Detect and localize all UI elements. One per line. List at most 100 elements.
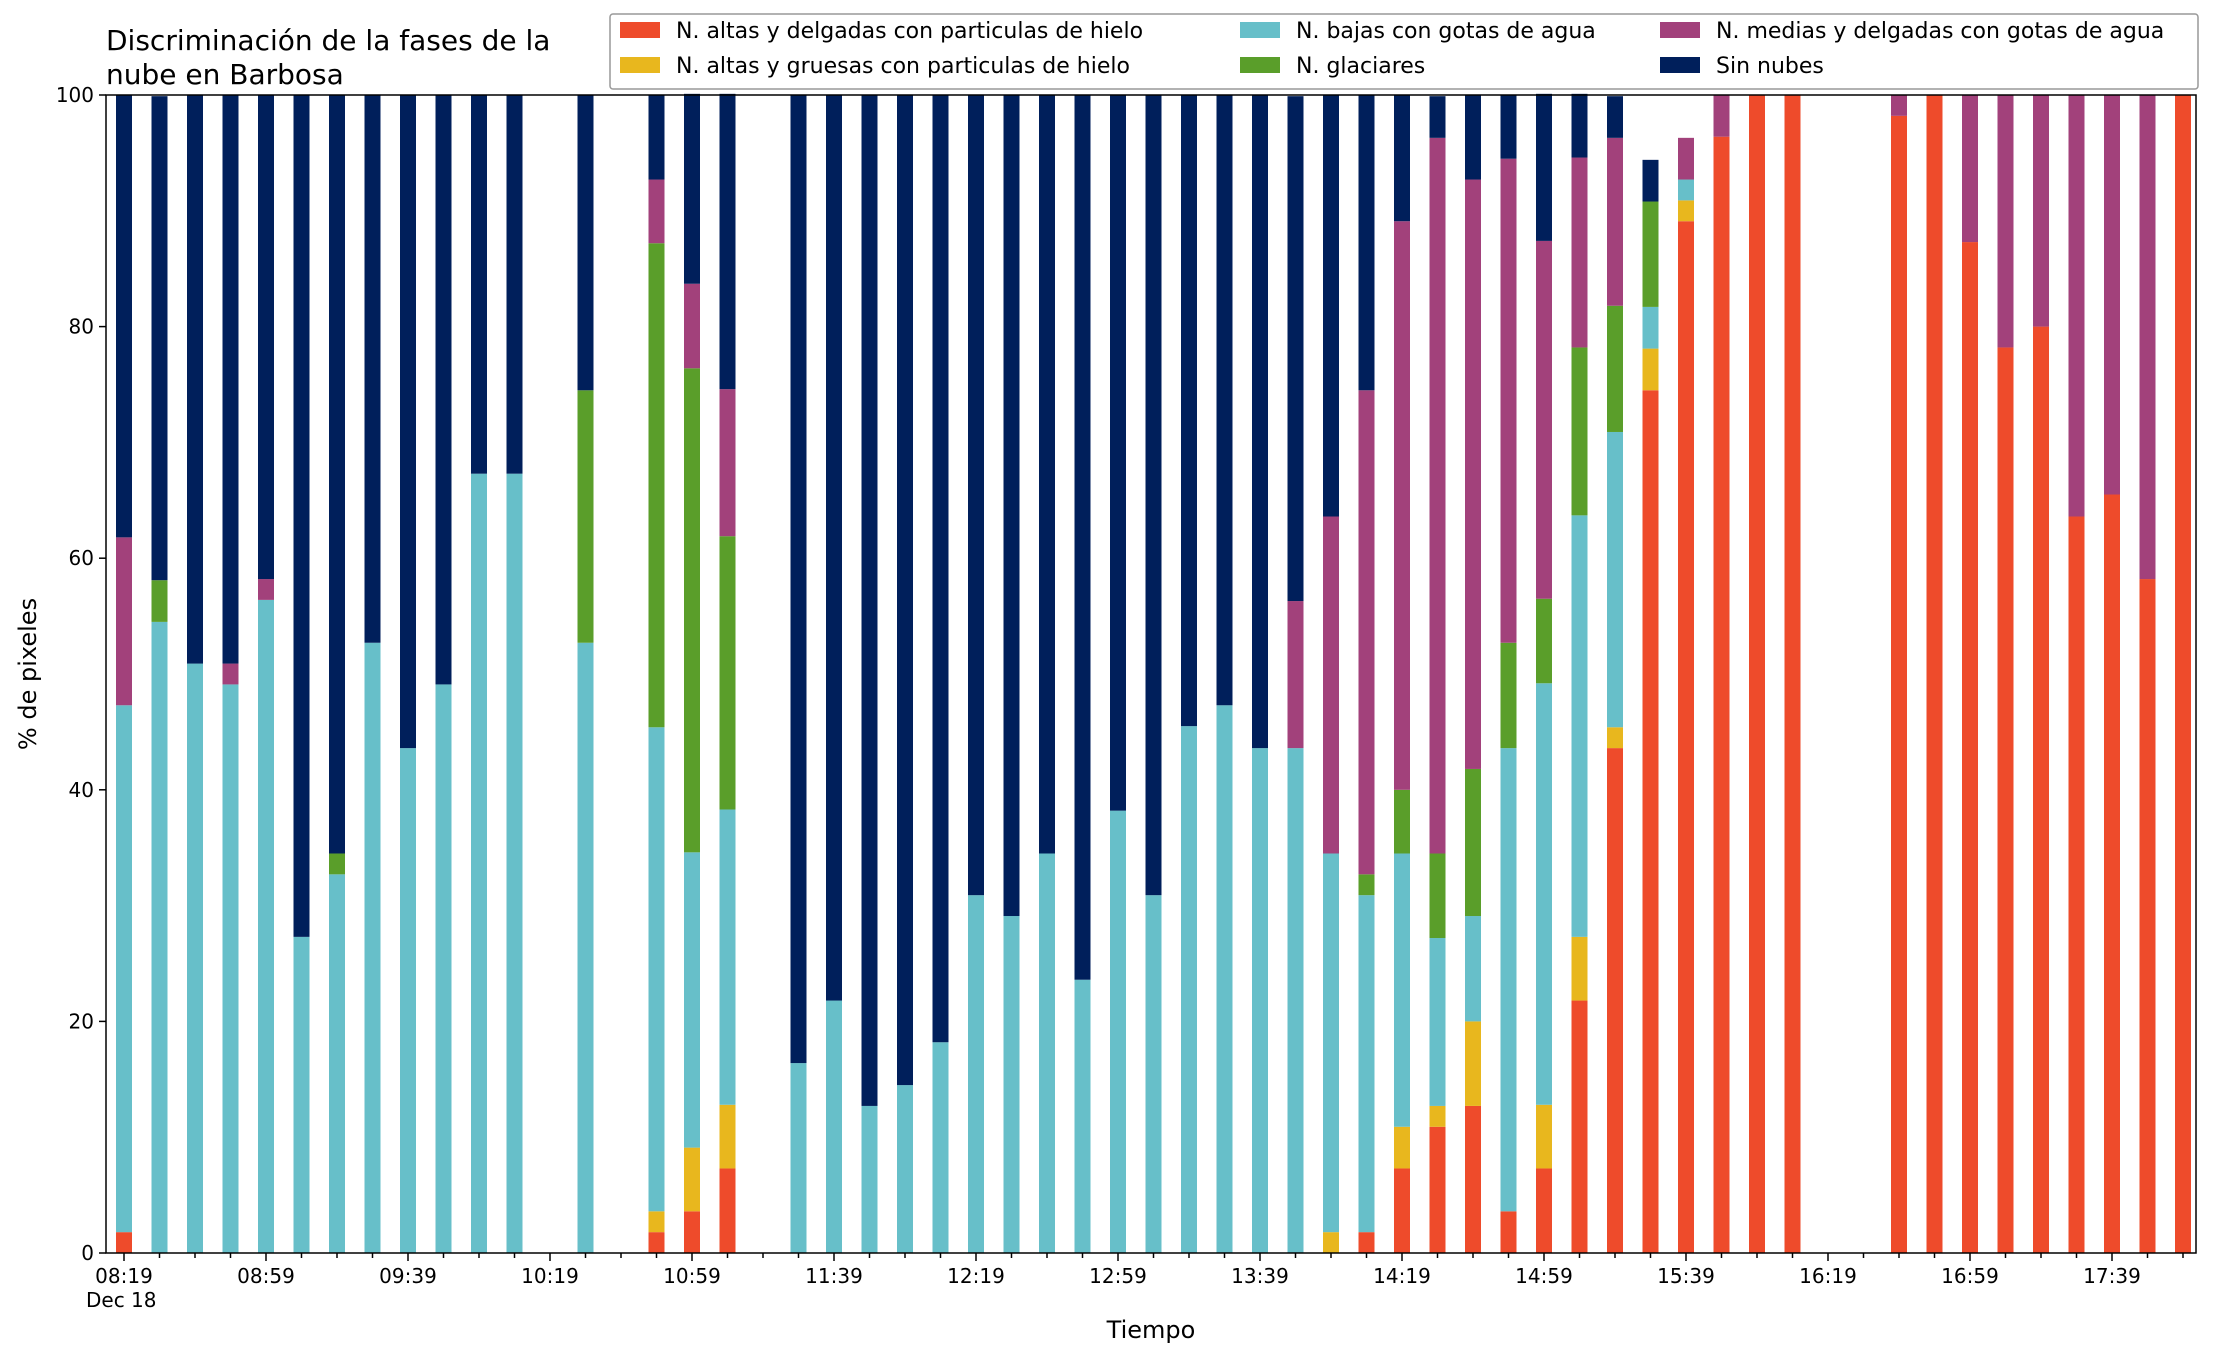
bar-segment (435, 95, 452, 685)
y-axis: 0 20 40 60 80 100 (56, 83, 106, 1265)
bar-segment (506, 473, 523, 1253)
bar-segment (116, 537, 132, 706)
bar-segment (1500, 95, 1517, 159)
bar-segment (293, 95, 310, 937)
bar-segment (400, 95, 416, 749)
bar-segment (932, 95, 949, 1043)
bar-segment (222, 95, 239, 664)
bar-segment (1429, 1126, 1446, 1253)
bar-segment (1394, 95, 1410, 222)
bar-segment (1642, 390, 1659, 1253)
legend-swatch (1240, 22, 1280, 38)
bar-segment (1642, 159, 1659, 202)
x-tick-label: 15:39 (1657, 1264, 1715, 1288)
bar-segment (1678, 200, 1694, 222)
bar-segment (1891, 95, 1907, 116)
bar-segment (116, 705, 132, 1233)
x-axis: 08:19 08:59 09:39 10:19 10:59 11:39 12:19 12:59… (95, 1253, 2184, 1288)
bar-segment (897, 95, 913, 1086)
legend-frame (609, 13, 2199, 90)
bar-segment (1323, 516, 1339, 854)
x-axis-date-label: Dec 18 (86, 1288, 157, 1312)
bar-segment (187, 663, 203, 1253)
bar-segment (1784, 95, 1801, 1253)
bar-segment (684, 1147, 700, 1212)
bar-segment (1358, 874, 1375, 896)
bar-segment (258, 599, 274, 1253)
bar-segment (2033, 95, 2049, 327)
bar-segment (1678, 221, 1694, 1253)
y-axis-title: % de pixeles (14, 598, 42, 750)
bar-segment (1997, 95, 2014, 348)
bar-segment (1536, 683, 1552, 1105)
bar-segment (1287, 96, 1304, 602)
bar-segment (258, 95, 274, 580)
x-tick-label: 16:59 (1941, 1264, 1999, 1288)
bar-segment (1252, 748, 1268, 1253)
bar-segment (1607, 748, 1623, 1253)
bar-segment (1181, 95, 1197, 727)
x-tick-label: 12:59 (1089, 1264, 1147, 1288)
bar-segment (471, 473, 487, 1253)
bar-segment (1607, 431, 1623, 728)
bar-segment (1394, 853, 1410, 1127)
bar-segment (222, 663, 239, 685)
bar-segment (1642, 306, 1659, 349)
bar-segment (790, 95, 807, 1064)
x-tick-label: 16:19 (1799, 1264, 1857, 1288)
x-tick-label: 13:39 (1231, 1264, 1289, 1288)
bar-segment (1110, 95, 1126, 811)
bar-segment (187, 95, 203, 664)
bar-segment (222, 684, 239, 1253)
bar-segment (1323, 95, 1339, 517)
bar-segment (1536, 598, 1552, 684)
legend-swatch (620, 57, 660, 73)
bar-segment (2175, 95, 2191, 1253)
bar-segment (1962, 95, 1978, 243)
bar-segment (648, 1211, 665, 1233)
bar-segment (1713, 95, 1730, 137)
bar-segment (648, 1232, 665, 1253)
legend-swatch (1240, 57, 1280, 73)
x-tick-label: 08:19 (95, 1264, 153, 1288)
x-tick-label: 10:59 (663, 1264, 721, 1288)
bar-segment (1607, 305, 1623, 432)
x-tick-label: 14:59 (1515, 1264, 1573, 1288)
bar-segment (1429, 938, 1446, 1106)
bar-segment (329, 95, 345, 854)
bar-segment (1500, 748, 1517, 1212)
bar-segment (1110, 810, 1126, 1253)
bar-segment (1003, 95, 1020, 917)
bar-segment (1571, 936, 1588, 1001)
legend-label: N. altas y gruesas con particulas de hie… (676, 54, 1130, 79)
bar-segment (684, 368, 700, 853)
bar-segment (1465, 768, 1481, 917)
bar-segment (1216, 705, 1233, 1253)
bar-segment (1003, 916, 1020, 1253)
bar-segment (1571, 157, 1588, 348)
bar-segment (1465, 179, 1481, 769)
x-tick-label: 10:19 (521, 1264, 579, 1288)
bar-segment (1642, 201, 1659, 307)
y-tick-label: 100 (56, 83, 94, 107)
bar-segment (1536, 1104, 1552, 1169)
bar-segment (826, 1000, 842, 1253)
bar-segment (151, 580, 168, 622)
bar-segment (1394, 221, 1410, 790)
bar-segment (2139, 579, 2156, 1253)
bar-segment (1074, 95, 1091, 980)
legend-label: N. medias y delgadas con gotas de agua (1716, 19, 2164, 44)
legend-swatch (1660, 22, 1700, 38)
bar-segment (648, 95, 665, 180)
bar-segment (1074, 979, 1091, 1253)
bar-segment (1962, 242, 1978, 1254)
bar-segment (719, 536, 736, 810)
bar-segment (1287, 601, 1304, 749)
bar-segment (2068, 95, 2085, 517)
bar-segment (1145, 895, 1162, 1253)
bar-segment (897, 1085, 913, 1253)
bar-segment (2068, 516, 2085, 1253)
x-tick-label: 08:59 (237, 1264, 295, 1288)
bar-segment (1713, 136, 1730, 1254)
